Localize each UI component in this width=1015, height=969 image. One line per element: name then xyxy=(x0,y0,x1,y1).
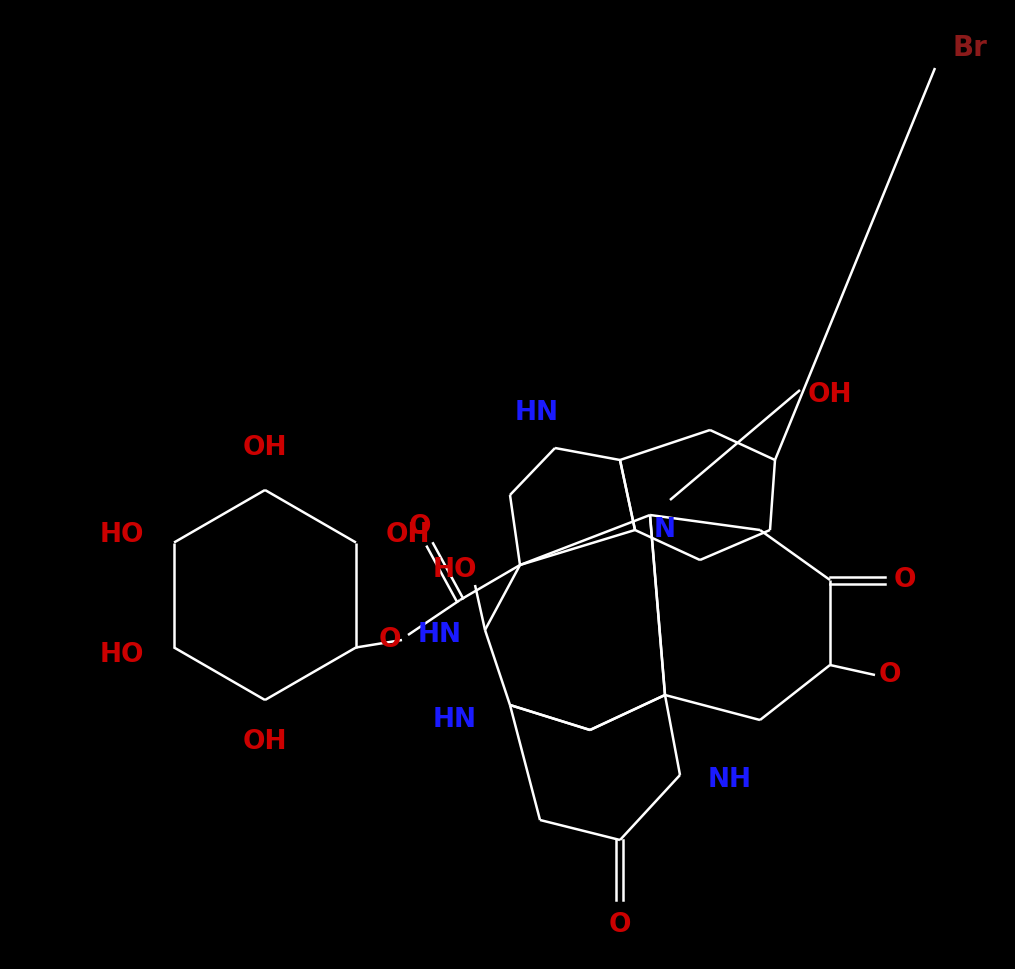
Text: HN: HN xyxy=(515,400,559,426)
Text: NH: NH xyxy=(708,767,752,793)
Text: OH: OH xyxy=(386,521,430,547)
Text: O: O xyxy=(894,567,917,593)
Text: O: O xyxy=(409,514,431,540)
Text: OH: OH xyxy=(808,382,853,408)
Text: HN: HN xyxy=(418,622,462,648)
Text: HO: HO xyxy=(432,557,477,583)
Text: HN: HN xyxy=(433,707,477,733)
Text: O: O xyxy=(879,662,901,688)
Text: HO: HO xyxy=(99,642,144,669)
Text: OH: OH xyxy=(243,435,287,461)
Text: OH: OH xyxy=(243,729,287,755)
Text: O: O xyxy=(609,912,631,938)
Text: O: O xyxy=(379,627,401,653)
Text: Br: Br xyxy=(952,34,988,62)
Text: HO: HO xyxy=(99,521,144,547)
Text: N: N xyxy=(654,517,676,543)
